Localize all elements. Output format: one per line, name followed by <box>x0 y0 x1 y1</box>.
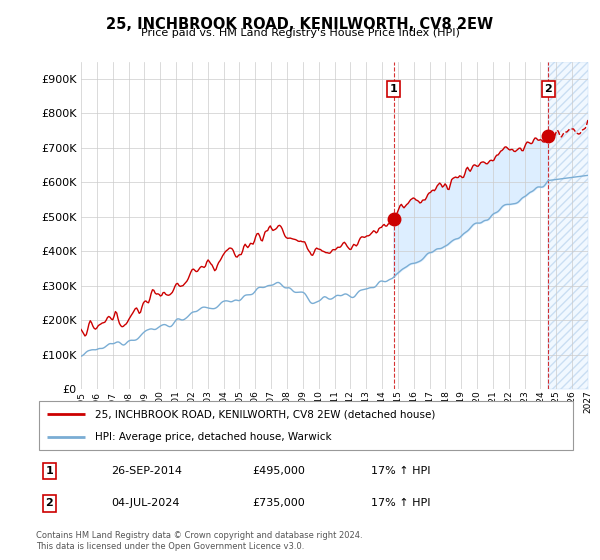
Text: 04-JUL-2024: 04-JUL-2024 <box>112 498 180 508</box>
Text: 2: 2 <box>46 498 53 508</box>
Text: £495,000: £495,000 <box>252 466 305 476</box>
Text: Contains HM Land Registry data © Crown copyright and database right 2024.: Contains HM Land Registry data © Crown c… <box>36 531 362 540</box>
Text: £735,000: £735,000 <box>252 498 305 508</box>
Text: 25, INCHBROOK ROAD, KENILWORTH, CV8 2EW: 25, INCHBROOK ROAD, KENILWORTH, CV8 2EW <box>106 17 494 32</box>
Text: HPI: Average price, detached house, Warwick: HPI: Average price, detached house, Warw… <box>95 432 332 442</box>
Text: 26-SEP-2014: 26-SEP-2014 <box>112 466 182 476</box>
Text: 17% ↑ HPI: 17% ↑ HPI <box>371 466 430 476</box>
FancyBboxPatch shape <box>39 402 574 450</box>
Text: 2: 2 <box>545 84 552 94</box>
Text: 1: 1 <box>46 466 53 476</box>
Text: This data is licensed under the Open Government Licence v3.0.: This data is licensed under the Open Gov… <box>36 542 304 550</box>
Text: 25, INCHBROOK ROAD, KENILWORTH, CV8 2EW (detached house): 25, INCHBROOK ROAD, KENILWORTH, CV8 2EW … <box>95 409 436 419</box>
Text: 1: 1 <box>390 84 398 94</box>
Text: Price paid vs. HM Land Registry's House Price Index (HPI): Price paid vs. HM Land Registry's House … <box>140 28 460 38</box>
Text: 17% ↑ HPI: 17% ↑ HPI <box>371 498 430 508</box>
